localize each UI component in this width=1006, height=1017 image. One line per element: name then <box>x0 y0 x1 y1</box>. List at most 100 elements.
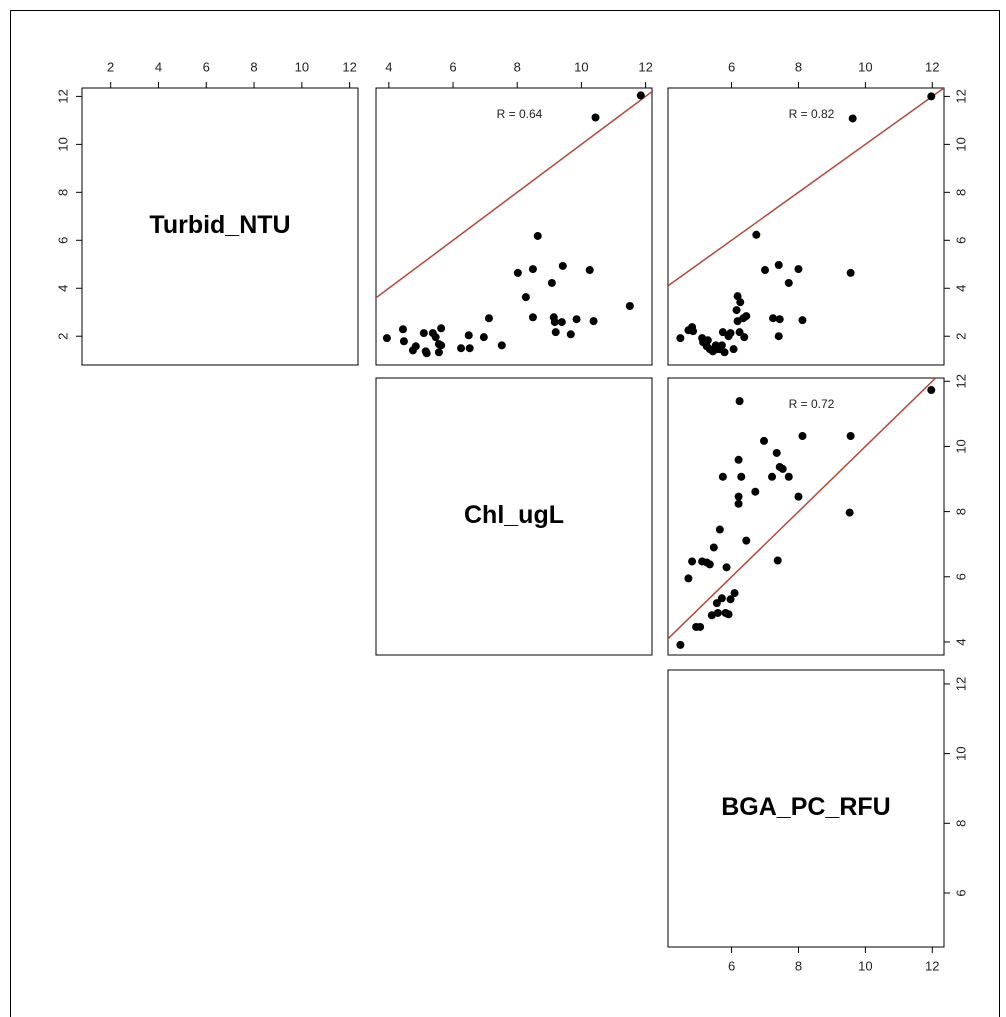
point <box>521 293 530 302</box>
x-tick-label: 12 <box>342 59 356 74</box>
point <box>718 472 727 481</box>
point <box>676 334 685 343</box>
variable-label: Chl_ugL <box>464 501 564 529</box>
y-tick-label: 8 <box>953 508 968 515</box>
point <box>533 231 542 240</box>
point <box>774 332 783 341</box>
x-tick-label: 8 <box>795 958 802 973</box>
y-tick-label: 4 <box>953 638 968 645</box>
point <box>437 341 446 350</box>
point <box>676 640 685 649</box>
point <box>712 599 721 608</box>
point <box>636 91 645 100</box>
point <box>734 455 743 464</box>
point <box>625 302 634 311</box>
point <box>558 261 567 270</box>
point <box>703 336 712 345</box>
point <box>768 472 777 481</box>
x-tick-label: 8 <box>514 59 521 74</box>
y-tick-label: 2 <box>953 333 968 340</box>
panel: 4 6 8 10 12 R = 0.64 <box>375 59 653 366</box>
point <box>684 574 693 583</box>
x-tick-label: 6 <box>449 59 456 74</box>
y-tick-label: 4 <box>953 285 968 292</box>
point <box>846 268 855 277</box>
panel: 4 6 8 10 12 R = 0.72 <box>667 374 968 656</box>
panel: 6 8 10 12 2 4 6 8 10 12 R = 0.82 <box>667 59 968 366</box>
point <box>794 265 803 274</box>
x-tick-label: 10 <box>858 59 872 74</box>
y-tick-label: 12 <box>953 677 968 691</box>
y-tick-label: 6 <box>953 573 968 580</box>
correlation-annotation: R = 0.64 <box>497 107 543 121</box>
point <box>566 330 575 339</box>
point <box>528 265 537 274</box>
panel-frame <box>375 377 653 656</box>
point <box>696 622 705 631</box>
point <box>707 611 716 620</box>
point <box>589 317 598 326</box>
x-tick-label: 12 <box>638 59 652 74</box>
point <box>730 589 739 598</box>
point <box>775 315 784 324</box>
variable-label: Turbid_NTU <box>149 211 290 239</box>
x-tick-label: 6 <box>728 59 735 74</box>
panel-frame <box>667 87 945 366</box>
point <box>528 313 537 322</box>
point <box>927 386 936 395</box>
point <box>713 608 722 617</box>
y-tick-label: 10 <box>953 137 968 151</box>
point <box>927 92 936 101</box>
x-tick-label: 6 <box>728 958 735 973</box>
point <box>724 610 733 619</box>
point <box>732 306 741 315</box>
point <box>572 315 581 324</box>
point <box>465 344 474 353</box>
point <box>798 316 807 325</box>
point <box>722 563 731 572</box>
point <box>772 448 781 457</box>
y-tick-label: 8 <box>55 189 70 196</box>
point <box>769 314 778 323</box>
y-tick-label: 8 <box>953 189 968 196</box>
point <box>411 342 420 351</box>
point <box>547 278 556 287</box>
point <box>457 344 466 353</box>
y-tick-label: 2 <box>55 333 70 340</box>
y-tick-label: 10 <box>953 746 968 760</box>
point <box>736 298 745 307</box>
x-tick-label: 4 <box>385 59 392 74</box>
point <box>845 508 854 517</box>
x-tick-label: 10 <box>295 59 309 74</box>
x-tick-label: 4 <box>155 59 162 74</box>
point <box>742 312 751 321</box>
point <box>434 348 443 357</box>
point <box>585 266 594 275</box>
point <box>720 348 729 357</box>
point <box>760 436 769 445</box>
point <box>497 341 506 350</box>
point <box>778 464 787 473</box>
x-tick-label: 10 <box>574 59 588 74</box>
y-tick-label: 8 <box>953 820 968 827</box>
point <box>513 268 522 277</box>
point <box>784 472 793 481</box>
point <box>705 560 714 569</box>
y-tick-label: 12 <box>55 89 70 103</box>
identity-line <box>376 90 652 299</box>
y-tick-label: 6 <box>953 889 968 896</box>
identity-line <box>668 88 944 287</box>
correlation-annotation: R = 0.82 <box>789 107 835 121</box>
point <box>551 328 560 337</box>
identity-line <box>668 378 937 640</box>
point <box>399 337 408 346</box>
panel-frame <box>375 87 653 366</box>
x-tick-label: 8 <box>795 59 802 74</box>
point <box>735 397 744 406</box>
point <box>717 594 726 603</box>
point <box>550 318 559 327</box>
x-tick-label: 8 <box>250 59 257 74</box>
point <box>742 536 751 545</box>
point <box>773 556 782 565</box>
y-tick-label: 6 <box>55 237 70 244</box>
